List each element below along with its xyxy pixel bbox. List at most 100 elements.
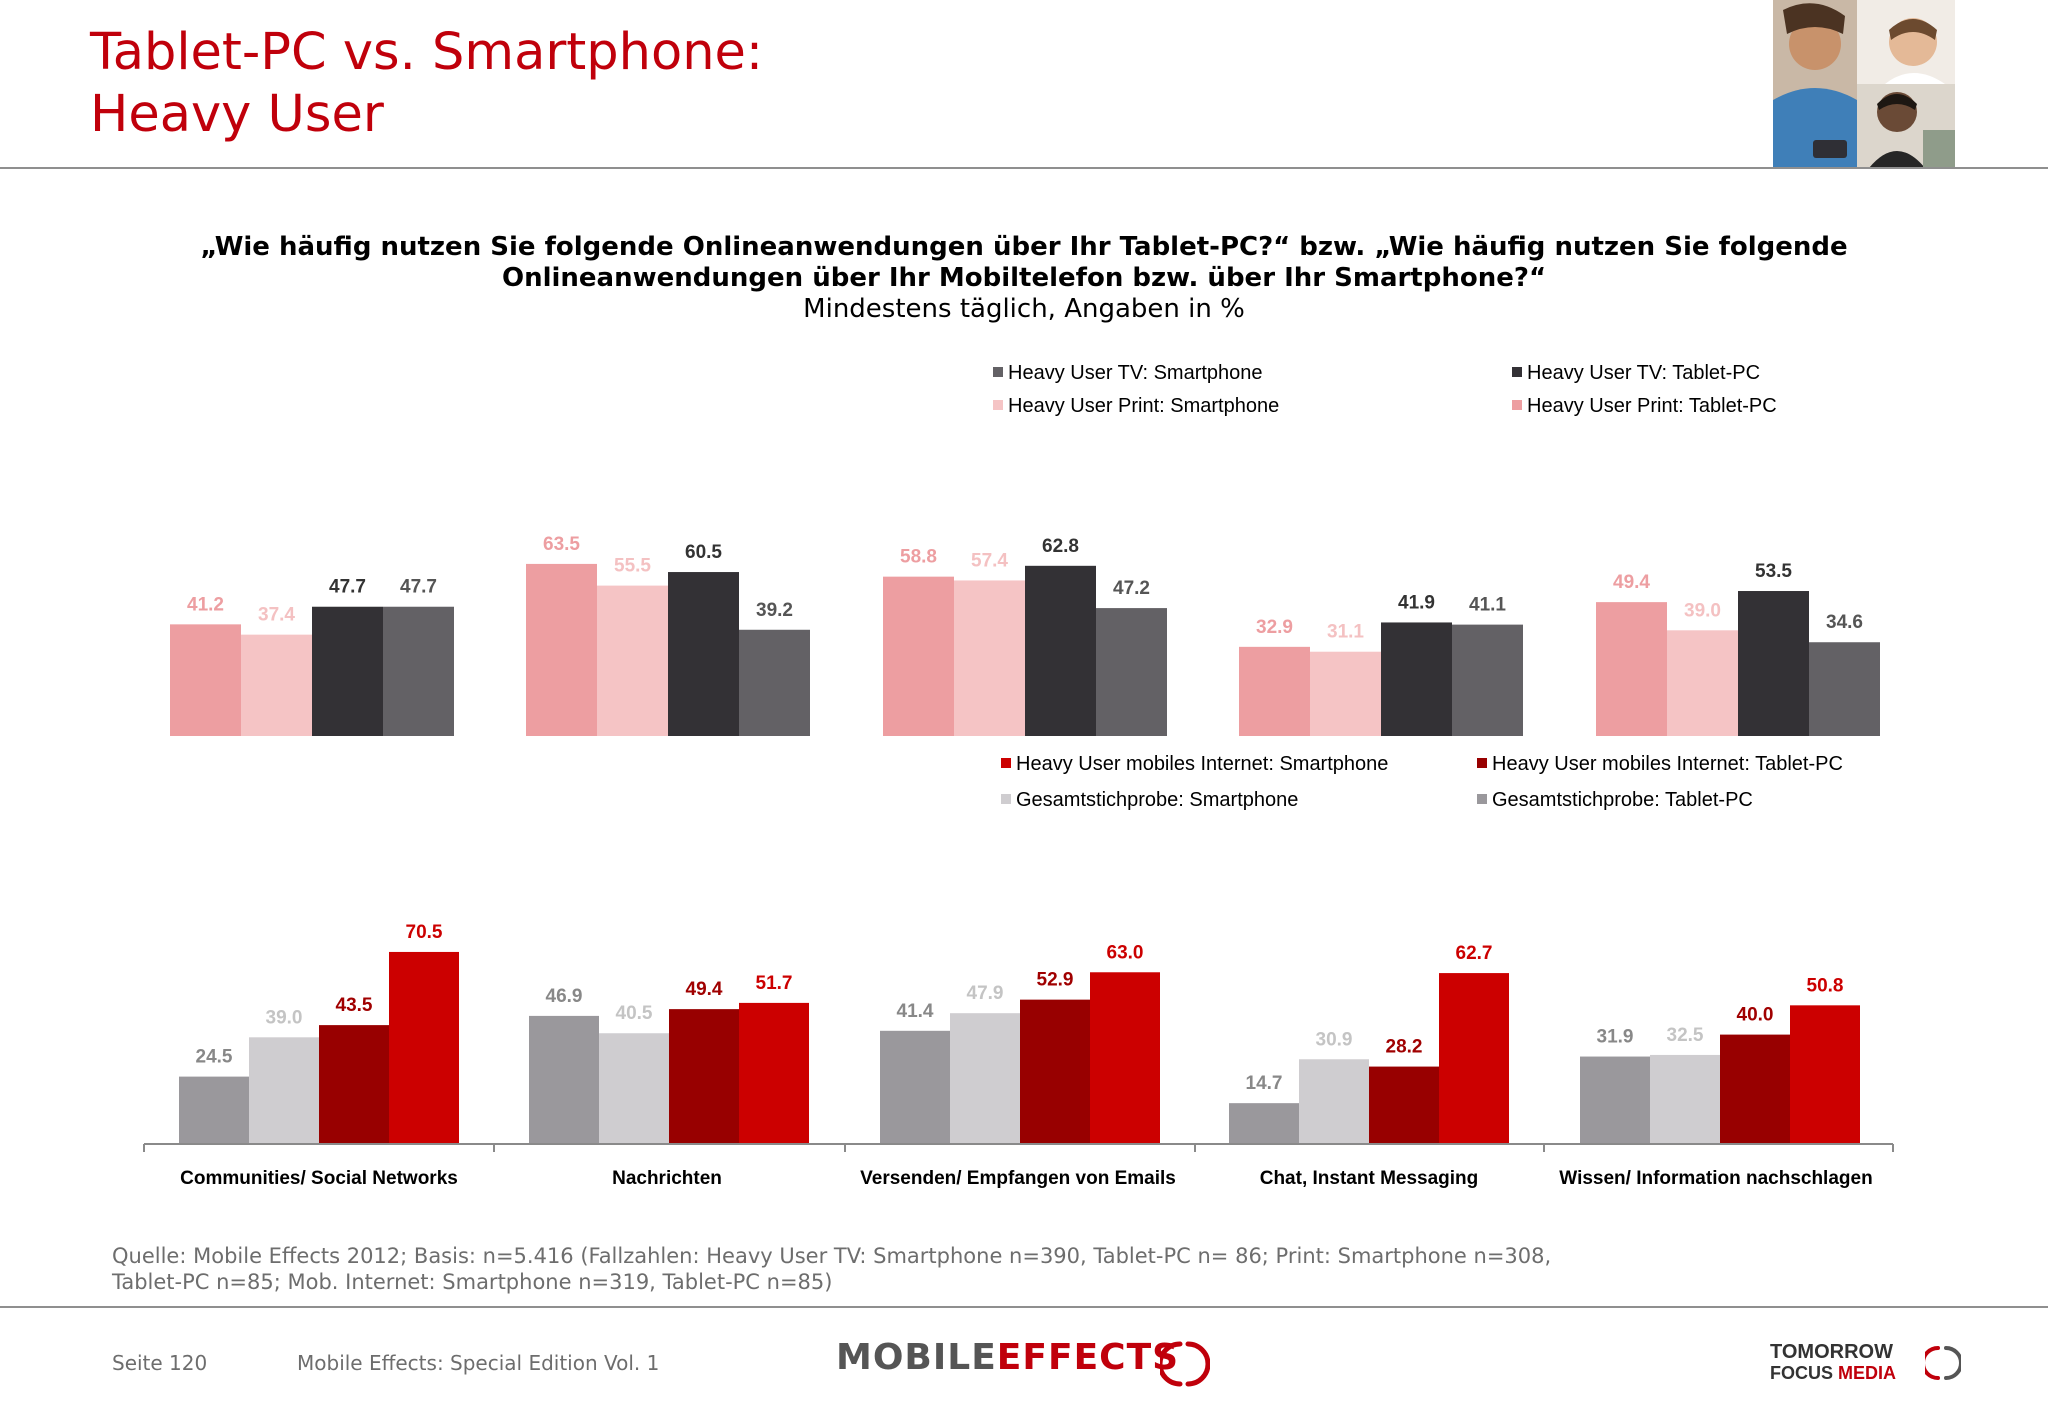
top-data-label-heavy-user-print-tablet-pc-3: 58.8	[900, 547, 937, 568]
legend-bottom: Heavy User mobiles Internet: Smartphone H…	[1001, 753, 1843, 811]
top-data-label-heavy-user-tv-smartphone-1: 47.7	[400, 577, 437, 598]
header-divider	[0, 167, 2048, 169]
logo-word-effects: EFFECTS	[996, 1337, 1180, 1378]
bottom-bar-heavy-user-mobiles-internet-smartphone-2	[739, 1002, 809, 1143]
top-data-label-heavy-user-print-tablet-pc-4: 32.9	[1256, 617, 1293, 638]
top-data-label-heavy-user-tv-smartphone-3: 47.2	[1113, 578, 1150, 599]
bottom-data-label-gesamtstichprobe-smartphone-3: 47.9	[967, 983, 1004, 1004]
category-label-versenden-empfangen-von-emails: Versenden/ Empfangen von Emails	[860, 1168, 1176, 1189]
category-label-communities-social-networks: Communities/ Social Networks	[180, 1168, 458, 1189]
top-data-label-heavy-user-print-smartphone-5: 39.0	[1684, 600, 1721, 621]
bottom-data-label-heavy-user-mobiles-internet-smartphone-1: 70.5	[406, 922, 443, 943]
bottom-data-label-gesamtstichprobe-smartphone-2: 40.5	[616, 1003, 653, 1024]
legend-label-heavy-user-tv-tablet-pc: Heavy User TV: Tablet-PC	[1527, 362, 1760, 384]
tfm-line1: TOMORROW	[1770, 1341, 1893, 1363]
tomorrow-focus-media-logo: TOMORROW FOCUS MEDIA	[1770, 1342, 1896, 1384]
top-bar-heavy-user-tv-smartphone-5	[1809, 642, 1880, 736]
top-bar-heavy-user-print-smartphone-1	[241, 634, 312, 736]
page-title-line1: Tablet-PC vs. Smartphone:	[90, 23, 764, 82]
bottom-bar-gesamtstichprobe-tablet-pc-2	[529, 1015, 599, 1143]
bottom-bar-gesamtstichprobe-tablet-pc-1	[179, 1076, 249, 1143]
legend-label-gesamtstichprobe-tablet-pc: Gesamtstichprobe: Tablet-PC	[1492, 789, 1753, 811]
bottom-data-label-heavy-user-mobiles-internet-tablet-pc-5: 40.0	[1737, 1005, 1774, 1026]
bottom-data-label-heavy-user-mobiles-internet-smartphone-3: 63.0	[1107, 942, 1144, 963]
top-data-label-heavy-user-tv-smartphone-2: 39.2	[756, 600, 793, 621]
top-data-label-heavy-user-tv-tablet-pc-5: 53.5	[1755, 561, 1792, 582]
tfm-word-focus: FOCUS	[1770, 1363, 1839, 1383]
top-data-label-heavy-user-print-tablet-pc-1: 41.2	[187, 594, 224, 615]
bottom-bar-heavy-user-mobiles-internet-tablet-pc-4	[1369, 1066, 1439, 1143]
top-data-label-heavy-user-print-tablet-pc-2: 63.5	[543, 534, 580, 555]
bottom-data-label-gesamtstichprobe-smartphone-1: 39.0	[266, 1007, 303, 1028]
bottom-data-label-gesamtstichprobe-tablet-pc-1: 24.5	[196, 1047, 233, 1068]
top-bar-heavy-user-tv-tablet-pc-4	[1381, 622, 1452, 736]
bottom-bar-gesamtstichprobe-tablet-pc-4	[1229, 1103, 1299, 1143]
top-bar-heavy-user-print-tablet-pc-1	[170, 624, 241, 736]
top-bar-heavy-user-tv-smartphone-4	[1452, 624, 1523, 736]
legend-swatch-heavy-user-print-smartphone	[993, 400, 1003, 410]
bottom-bar-gesamtstichprobe-smartphone-3	[950, 1013, 1020, 1143]
top-bar-heavy-user-print-smartphone-5	[1667, 630, 1738, 736]
bottom-data-label-gesamtstichprobe-tablet-pc-2: 46.9	[546, 986, 583, 1007]
logo-word-mobile: MOBILE	[836, 1337, 997, 1378]
top-bar-heavy-user-print-tablet-pc-2	[526, 563, 597, 736]
legend-swatch-heavy-user-print-tablet-pc	[1512, 400, 1522, 410]
bottom-data-label-heavy-user-mobiles-internet-tablet-pc-1: 43.5	[336, 995, 373, 1016]
top-bar-heavy-user-print-tablet-pc-4	[1239, 646, 1310, 736]
top-data-label-heavy-user-print-smartphone-1: 37.4	[258, 605, 295, 626]
chart-question-line1: „Wie häufig nutzen Sie folgende Onlinean…	[200, 232, 1847, 262]
top-bar-heavy-user-tv-smartphone-3	[1096, 608, 1167, 736]
top-bar-heavy-user-tv-smartphone-2	[739, 629, 810, 736]
legend-top: Heavy User TV: Smartphone Heavy User TV: …	[993, 362, 1777, 417]
chart-panel-top: 41.2 63.5 58.8 32.9 49.4 37.4 55.5 57.4 31.1 39.0…	[170, 534, 1880, 736]
chart-question-line2: Onlineanwendungen über Ihr Mobiltelefon …	[502, 263, 1546, 293]
top-data-label-heavy-user-tv-tablet-pc-1: 47.7	[329, 577, 366, 598]
top-data-label-heavy-user-print-smartphone-4: 31.1	[1327, 622, 1364, 643]
top-data-label-heavy-user-print-smartphone-3: 57.4	[971, 550, 1008, 571]
legend-label-heavy-user-mobiles-internet-smartphone: Heavy User mobiles Internet: Smartphone	[1016, 753, 1388, 775]
bottom-bar-gesamtstichprobe-smartphone-2	[599, 1033, 669, 1143]
bottom-bar-heavy-user-mobiles-internet-smartphone-3	[1090, 972, 1160, 1143]
top-bar-heavy-user-tv-tablet-pc-3	[1025, 565, 1096, 736]
page-title: Tablet-PC vs. Smartphone: Heavy User	[90, 22, 763, 146]
tomorrow-focus-ring-icon	[1925, 1346, 1961, 1380]
bottom-bar-gesamtstichprobe-smartphone-4	[1299, 1059, 1369, 1143]
x-axis-ticks	[143, 1144, 1894, 1152]
bottom-data-label-heavy-user-mobiles-internet-smartphone-4: 62.7	[1456, 943, 1493, 964]
bottom-bar-gesamtstichprobe-tablet-pc-5	[1580, 1056, 1650, 1143]
source-line1: Quelle: Mobile Effects 2012; Basis: n=5.…	[112, 1244, 1552, 1268]
footer-divider	[0, 1306, 2048, 1308]
category-label-wissen-information-nachschlagen: Wissen/ Information nachschlagen	[1559, 1168, 1872, 1189]
category-label-chat-instant-messaging: Chat, Instant Messaging	[1260, 1168, 1479, 1189]
category-label-nachrichten: Nachrichten	[612, 1168, 722, 1189]
legend-label-gesamtstichprobe-smartphone: Gesamtstichprobe: Smartphone	[1016, 789, 1298, 811]
bottom-data-label-gesamtstichprobe-tablet-pc-5: 31.9	[1597, 1027, 1634, 1048]
top-bar-heavy-user-tv-tablet-pc-2	[668, 572, 739, 736]
legend-swatch-gesamtstichprobe-tablet-pc	[1477, 794, 1487, 804]
top-bar-heavy-user-print-smartphone-4	[1310, 651, 1381, 736]
bottom-data-label-gesamtstichprobe-tablet-pc-4: 14.7	[1246, 1073, 1283, 1094]
bottom-data-label-heavy-user-mobiles-internet-smartphone-5: 50.8	[1807, 975, 1844, 996]
top-data-label-heavy-user-tv-tablet-pc-3: 62.8	[1042, 536, 1079, 557]
bottom-bar-heavy-user-mobiles-internet-smartphone-5	[1790, 1005, 1860, 1143]
people-using-devices-photo-icon	[1773, 0, 1955, 168]
source-line2: Tablet-PC n=85; Mob. Internet: Smartphon…	[112, 1270, 833, 1294]
tfm-word-media: MEDIA	[1838, 1363, 1897, 1383]
legend-swatch-heavy-user-tv-tablet-pc	[1512, 367, 1522, 377]
top-bar-heavy-user-tv-tablet-pc-1	[312, 606, 383, 736]
legend-label-heavy-user-mobiles-internet-tablet-pc: Heavy User mobiles Internet: Tablet-PC	[1492, 753, 1843, 775]
bottom-bar-gesamtstichprobe-tablet-pc-3	[880, 1030, 950, 1143]
top-bar-heavy-user-print-smartphone-3	[954, 580, 1025, 736]
mobile-effects-ring-icon	[1160, 1341, 1210, 1387]
bottom-data-label-heavy-user-mobiles-internet-tablet-pc-2: 49.4	[686, 979, 723, 1000]
legend-swatch-heavy-user-mobiles-internet-tablet-pc	[1477, 758, 1487, 768]
bottom-bar-heavy-user-mobiles-internet-tablet-pc-3	[1020, 999, 1090, 1143]
bottom-data-label-gesamtstichprobe-tablet-pc-3: 41.4	[897, 1001, 934, 1022]
chart-panel-bottom: 24.5 46.9 41.4 14.7 31.9 39.0 40.5 47.9 30.9 32.5…	[179, 922, 1860, 1143]
bottom-data-label-heavy-user-mobiles-internet-smartphone-2: 51.7	[756, 973, 793, 994]
legend-label-heavy-user-tv-smartphone: Heavy User TV: Smartphone	[1008, 362, 1263, 384]
chart-subtitle: Mindestens täglich, Angaben in %	[803, 294, 1245, 324]
legend-swatch-heavy-user-mobiles-internet-smartphone	[1001, 758, 1011, 768]
source-note: Quelle: Mobile Effects 2012; Basis: n=5.…	[112, 1243, 1551, 1295]
